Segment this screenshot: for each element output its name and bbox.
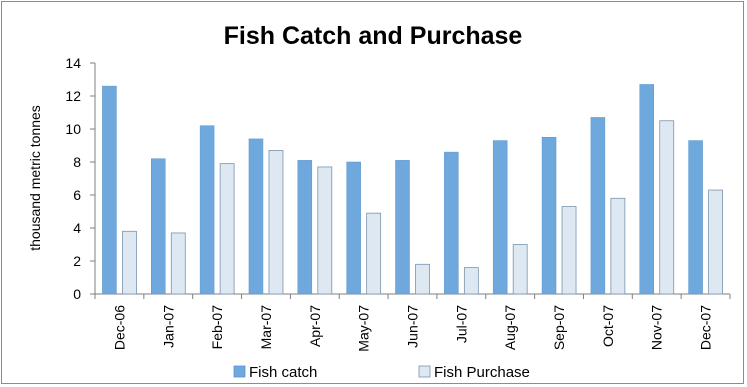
y-axis-label: thousand metric tonnes (27, 105, 43, 251)
bar-fish-catch (639, 84, 654, 295)
x-tick-label: Jul-07 (453, 305, 469, 343)
bar-fish-purchase (268, 150, 284, 295)
bar-fish-catch (590, 117, 606, 295)
bar-fish-purchase (512, 244, 528, 295)
y-tick-label: 6 (73, 187, 81, 203)
x-tick-label: Jun-07 (405, 305, 421, 348)
bar-fish-purchase (219, 163, 235, 295)
legend-label: Fish catch (249, 364, 317, 381)
legend: Fish catch Fish Purchase (233, 364, 530, 381)
bar-fish-catch (688, 140, 703, 295)
bar-fish-purchase (170, 232, 186, 295)
plot-area: 0 2 4 6 8 10 12 14 Dec-06 Jan-07 Feb-07 Mar-07 Apr-0… (65, 55, 731, 352)
y-tick-label: 4 (73, 220, 81, 236)
bar-fish-purchase (122, 230, 137, 295)
bar-fish-catch (492, 140, 508, 295)
bar-fish-catch (297, 160, 313, 295)
x-tick-label: May-07 (356, 305, 372, 352)
bar-fish-purchase (463, 267, 479, 295)
y-tick-label: 8 (73, 154, 81, 170)
y-tick-label: 10 (65, 121, 81, 137)
x-tick-label: Sep-07 (551, 305, 567, 350)
x-tick-label: Aug-07 (502, 305, 518, 350)
x-tick-label: Dec-06 (111, 305, 127, 350)
bar-fish-purchase (561, 206, 577, 295)
chart-title: Fish Catch and Purchase (224, 22, 523, 50)
bar-fish-purchase (317, 166, 333, 295)
bar-fish-catch (102, 85, 117, 295)
bar-fish-purchase (708, 189, 723, 295)
legend-swatch (418, 365, 431, 378)
bar-fish-catch (151, 158, 166, 295)
bar-fish-purchase (415, 263, 430, 295)
legend-label: Fish Purchase (434, 364, 530, 381)
x-tick-label: Nov-07 (649, 305, 665, 350)
legend-swatch (233, 365, 246, 378)
y-tick-label: 12 (65, 88, 81, 104)
bar-fish-purchase (610, 197, 626, 295)
bar-fish-catch (248, 138, 264, 295)
y-tick-label: 0 (73, 286, 81, 302)
bar-fish-catch (541, 137, 557, 295)
x-tick-label: Jan-07 (160, 305, 176, 348)
x-tick-label: Mar-07 (258, 305, 274, 350)
bar-fish-purchase (659, 120, 675, 295)
y-tick-label: 2 (73, 253, 81, 269)
y-tick-label: 14 (65, 55, 81, 71)
bar-fish-catch (395, 160, 410, 295)
x-tick-label: Dec-07 (698, 305, 714, 350)
bar-fish-catch (444, 151, 459, 295)
x-tick-label: Apr-07 (307, 305, 323, 347)
x-tick-label: Oct-07 (600, 305, 616, 347)
bar-fish-catch (346, 161, 361, 295)
x-tick-label: Feb-07 (209, 305, 225, 350)
bar-fish-purchase (366, 212, 382, 295)
bar-fish-catch (199, 125, 215, 295)
